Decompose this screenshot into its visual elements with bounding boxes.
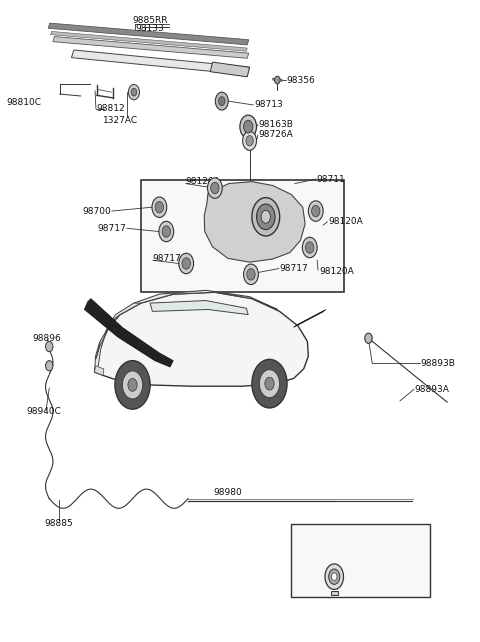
- Polygon shape: [120, 290, 277, 315]
- Circle shape: [128, 379, 137, 392]
- Circle shape: [46, 342, 53, 352]
- Circle shape: [243, 120, 253, 133]
- Polygon shape: [96, 315, 120, 360]
- Text: 98810C: 98810C: [6, 98, 41, 107]
- Circle shape: [275, 76, 280, 84]
- Circle shape: [247, 268, 255, 280]
- Circle shape: [243, 264, 258, 284]
- Circle shape: [122, 371, 143, 399]
- Circle shape: [365, 333, 372, 343]
- Text: 98893B: 98893B: [421, 359, 456, 368]
- Text: 98717: 98717: [153, 254, 181, 263]
- Polygon shape: [95, 303, 141, 372]
- Circle shape: [243, 131, 256, 150]
- Circle shape: [207, 178, 222, 198]
- Text: 98940C: 98940C: [26, 407, 61, 416]
- Circle shape: [325, 564, 344, 589]
- Circle shape: [265, 377, 274, 390]
- Text: 98717: 98717: [280, 264, 309, 273]
- Text: 98896: 98896: [32, 334, 61, 343]
- Text: WINDOW WIPER): WINDOW WIPER): [300, 537, 377, 547]
- Circle shape: [329, 569, 340, 584]
- Polygon shape: [273, 78, 282, 82]
- Circle shape: [46, 361, 53, 371]
- Text: 98870: 98870: [320, 550, 348, 559]
- Text: 98120A: 98120A: [328, 218, 363, 227]
- Text: 98812: 98812: [96, 104, 125, 113]
- Circle shape: [240, 115, 256, 138]
- Text: (W/O REAR: (W/O REAR: [297, 529, 347, 538]
- Polygon shape: [95, 366, 104, 376]
- Polygon shape: [204, 182, 305, 262]
- Circle shape: [182, 257, 191, 269]
- Circle shape: [115, 361, 150, 409]
- Text: 98120A: 98120A: [319, 267, 354, 276]
- Polygon shape: [294, 309, 326, 327]
- Circle shape: [131, 89, 137, 96]
- Circle shape: [218, 97, 225, 105]
- Circle shape: [216, 92, 228, 110]
- Polygon shape: [210, 62, 250, 77]
- Circle shape: [306, 242, 314, 253]
- Polygon shape: [48, 23, 249, 45]
- Text: 98133: 98133: [136, 24, 165, 33]
- Text: 98885: 98885: [45, 519, 73, 528]
- Text: 98717: 98717: [97, 224, 126, 233]
- Text: 98893A: 98893A: [415, 385, 450, 394]
- Text: 98163B: 98163B: [259, 120, 294, 129]
- Circle shape: [302, 238, 317, 257]
- Circle shape: [308, 201, 323, 221]
- Text: 98120A: 98120A: [186, 177, 220, 186]
- Polygon shape: [84, 299, 173, 367]
- Circle shape: [312, 205, 320, 217]
- Polygon shape: [331, 591, 338, 594]
- Text: 98713: 98713: [254, 100, 283, 109]
- Text: 9885RR: 9885RR: [132, 16, 168, 25]
- Circle shape: [211, 182, 219, 194]
- Circle shape: [259, 370, 280, 397]
- Circle shape: [128, 85, 140, 100]
- Circle shape: [162, 226, 170, 238]
- Circle shape: [252, 360, 287, 408]
- Polygon shape: [95, 292, 308, 386]
- Bar: [141, 180, 345, 292]
- Text: 98700: 98700: [82, 207, 111, 216]
- Polygon shape: [50, 31, 247, 51]
- Circle shape: [332, 573, 337, 580]
- Text: 98980: 98980: [213, 488, 242, 497]
- Text: 98726A: 98726A: [259, 130, 294, 139]
- Circle shape: [179, 253, 193, 273]
- Polygon shape: [72, 50, 250, 75]
- Polygon shape: [53, 37, 249, 58]
- Circle shape: [261, 211, 270, 223]
- Circle shape: [159, 221, 174, 242]
- Circle shape: [246, 135, 253, 146]
- Circle shape: [155, 202, 164, 213]
- Text: 98711: 98711: [317, 175, 346, 184]
- Text: 98356: 98356: [287, 76, 315, 85]
- Bar: [291, 524, 430, 597]
- Text: 1327AC: 1327AC: [102, 116, 138, 125]
- Polygon shape: [150, 300, 248, 315]
- Circle shape: [152, 197, 167, 218]
- Circle shape: [256, 204, 275, 230]
- Circle shape: [252, 198, 280, 236]
